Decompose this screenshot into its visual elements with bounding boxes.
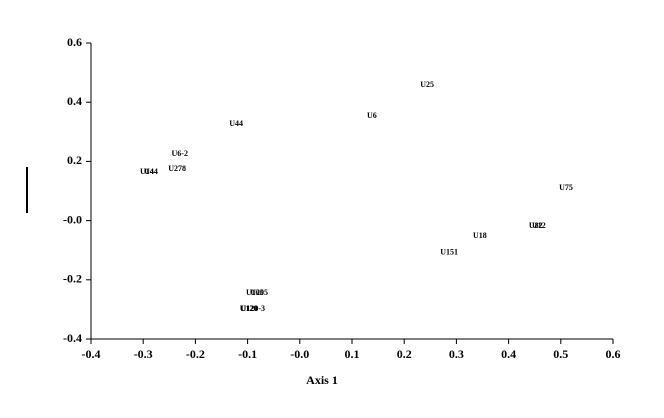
x-tick-label: -0.4 xyxy=(82,347,101,361)
point-label: U18 xyxy=(473,231,487,240)
point-label: U151 xyxy=(440,248,458,257)
y-tick-label: -0.2 xyxy=(63,272,82,286)
x-tick-label: -0.2 xyxy=(186,347,205,361)
point-label: U82 xyxy=(529,221,543,230)
point-label: U105 xyxy=(246,288,264,297)
y-tick-label: 0.6 xyxy=(67,35,82,49)
point-label: U205 xyxy=(250,288,268,297)
x-tick-label: 0.3 xyxy=(449,347,464,361)
x-tick-label: -0.0 xyxy=(290,347,309,361)
point-label: U278 xyxy=(168,164,186,173)
y-tick-label: -0.4 xyxy=(63,331,82,345)
point-label: U14 xyxy=(140,167,154,176)
x-tick-label: -0.1 xyxy=(238,347,257,361)
x-tick-label: 0.5 xyxy=(553,347,568,361)
point-label: U6-2 xyxy=(172,149,188,158)
x-axis-label: Axis 1 xyxy=(306,373,338,387)
y-tick-label: -0.0 xyxy=(63,212,82,226)
point-label: U75 xyxy=(559,183,573,192)
x-tick-label: 0.1 xyxy=(345,347,360,361)
point-label: U120 xyxy=(240,304,258,313)
y-tick-label: 0.2 xyxy=(67,153,82,167)
point-label: U12 xyxy=(532,221,546,230)
x-tick-label: 0.2 xyxy=(397,347,412,361)
point-label: U120-3 xyxy=(241,304,265,313)
point-label: U44 xyxy=(144,167,158,176)
x-tick-label: 0.6 xyxy=(606,347,621,361)
point-label: U44 xyxy=(229,119,243,128)
point-label: U6 xyxy=(367,111,377,120)
y-tick-label: 0.4 xyxy=(67,94,82,108)
x-tick-label: 0.4 xyxy=(501,347,516,361)
x-tick-label: -0.3 xyxy=(134,347,153,361)
point-label: U25 xyxy=(420,80,434,89)
